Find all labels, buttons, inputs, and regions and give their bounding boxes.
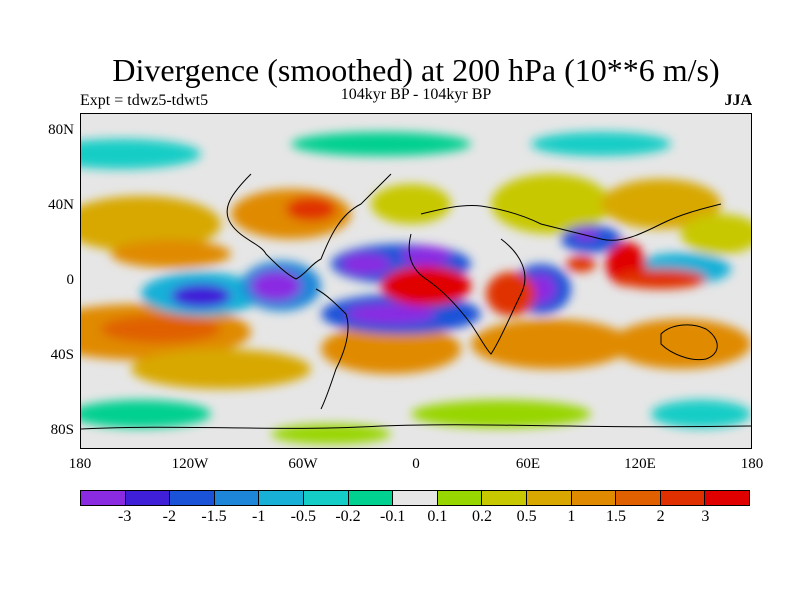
- blob-atl-red: [381, 266, 471, 306]
- blob-atl-purple-e: [401, 246, 451, 266]
- blob-satl-orange: [321, 324, 461, 374]
- blob-npac-orange: [111, 240, 231, 268]
- blob-npac-yellow: [81, 196, 221, 252]
- blob-south-green-w: [81, 400, 211, 428]
- blob-aus-orange: [611, 319, 751, 369]
- blob-arctic-cyan-w: [81, 139, 201, 169]
- colorbar-swatch: [303, 491, 349, 505]
- colorbar-swatch: [214, 491, 260, 505]
- colorbar-label: 1: [567, 508, 576, 525]
- blob-mar-red: [616, 269, 706, 289]
- blob-arctic-cyan-e: [531, 132, 671, 156]
- blob-sind-orange: [471, 319, 631, 369]
- blob-samer-purple: [346, 304, 436, 324]
- y-tick-label: 40N: [48, 197, 74, 213]
- colorbar-label: 1.5: [606, 508, 626, 525]
- colorbar-swatch: [616, 491, 661, 505]
- x-tick-label: 120W: [171, 456, 209, 472]
- plot-subtitle: 104kyr BP - 104kyr BP: [340, 86, 492, 103]
- divergence-blobs: [81, 132, 751, 444]
- coast-australia: [660, 324, 718, 361]
- x-tick-label: 180: [740, 456, 764, 472]
- colorbar-label: -0.5: [290, 508, 316, 525]
- x-tick-label: 180: [68, 456, 92, 472]
- x-tick-label: 60W: [288, 456, 318, 472]
- blob-bengal-purple: [574, 228, 598, 240]
- coastlines: [81, 173, 751, 430]
- colorbar-label: -3: [117, 508, 132, 525]
- colorbar-swatch: [526, 491, 572, 505]
- colorbar-label: 0.5: [516, 508, 537, 525]
- colorbar-swatch: [81, 491, 126, 505]
- x-tick-label: 60E: [515, 456, 541, 472]
- blob-eqpac-blue: [171, 284, 231, 308]
- experiment-label: Expt = tdwz5-tdwt5: [80, 92, 209, 109]
- blob-atl-purple-w: [341, 254, 391, 274]
- colorbar-swatch: [170, 491, 215, 505]
- blob-spac-yellow: [131, 349, 311, 389]
- colorbar-swatch: [571, 491, 617, 505]
- blob-india-red: [566, 256, 596, 272]
- colorbar-label: 2: [656, 508, 665, 525]
- blob-natl-yellow: [371, 184, 451, 224]
- colorbar-label: -1.5: [201, 508, 227, 525]
- blob-antarctic-lime: [271, 424, 391, 444]
- blob-wpac-yellow: [601, 179, 721, 229]
- blob-camer-purple: [251, 271, 301, 301]
- x-tick-label: 0: [412, 456, 420, 472]
- colorbar-swatch: [259, 491, 304, 505]
- blob-epac-yellow: [681, 214, 751, 254]
- colorbar-label: 0.1: [427, 508, 448, 525]
- y-tick-label: 40S: [50, 347, 74, 363]
- season-label: JJA: [724, 92, 752, 109]
- blob-asia-yellow: [491, 174, 611, 234]
- colorbar-swatch: [482, 491, 527, 505]
- colorbar-swatch: [437, 491, 483, 505]
- y-tick-label: 80S: [50, 422, 74, 438]
- blob-namer-red: [286, 197, 336, 221]
- colorbar-label: -0.1: [379, 508, 406, 525]
- blob-south-cyan: [651, 400, 751, 428]
- blob-afr-red: [486, 272, 536, 316]
- coast-eurasia: [420, 203, 722, 241]
- blob-spac-deeporange: [101, 315, 221, 343]
- y-tick-label: 80N: [48, 122, 74, 138]
- colorbar-label: 3: [701, 508, 710, 525]
- colorbar-label: -0.2: [335, 508, 361, 525]
- colorbar-swatch: [660, 491, 706, 505]
- colorbar-swatch: [348, 491, 394, 505]
- x-tick-label: 120E: [624, 456, 656, 472]
- map-panel: [80, 113, 752, 449]
- colorbar-swatch: [705, 491, 749, 505]
- colorbar-swatch: [125, 491, 171, 505]
- plot-title: Divergence (smoothed) at 200 hPa (10**6 …: [112, 52, 720, 88]
- blob-south-lime: [411, 400, 591, 428]
- blob-arctic-green: [291, 132, 471, 156]
- coast-north-america: [226, 173, 392, 280]
- colorbar-label: -2: [162, 508, 176, 525]
- divergence-field-map: [81, 114, 751, 448]
- colorbar: [80, 490, 750, 506]
- coast-africa: [408, 233, 526, 355]
- colorbar-label: -1: [251, 508, 266, 525]
- colorbar-swatch: [393, 491, 438, 505]
- coast-antarctica: [81, 424, 751, 430]
- coast-south-america: [315, 288, 349, 410]
- colorbar-label: 0.2: [472, 508, 492, 525]
- y-tick-label: 0: [66, 272, 75, 288]
